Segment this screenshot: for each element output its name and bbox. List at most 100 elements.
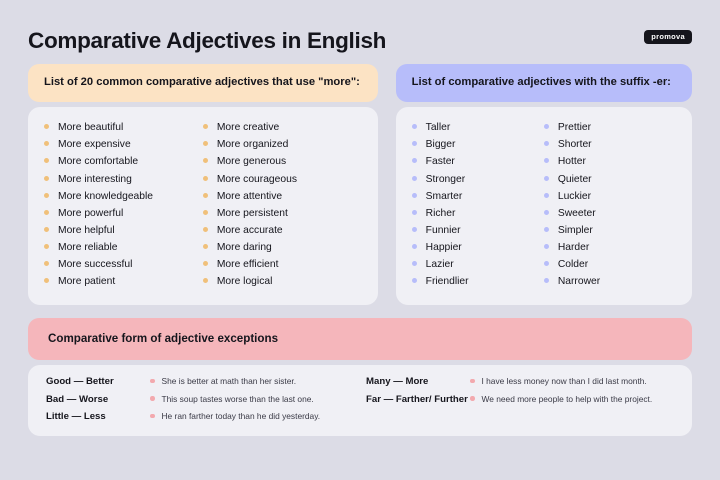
list-item: Stronger [411, 171, 544, 188]
list-item: More interesting [44, 171, 203, 188]
list-item: More courageous [202, 171, 362, 188]
exceptions-body: Good — Better She is better at math than… [28, 365, 692, 437]
bullet-icon [411, 260, 417, 266]
list-item: More knowledgeable [44, 188, 203, 205]
bullet-icon [44, 124, 49, 130]
list-item-label: More expensive [58, 139, 131, 151]
list-item: Hotter [543, 154, 676, 171]
list-item-label: More powerful [58, 207, 124, 219]
bullet-icon [44, 278, 49, 283]
bullet-icon [411, 226, 417, 232]
list-item: Smarter [411, 188, 544, 205]
bullet-icon [543, 175, 549, 181]
list-item-label: Colder [557, 258, 589, 270]
bullet-icon [44, 226, 49, 232]
bullet-icon [44, 175, 49, 181]
bullet-icon [543, 260, 549, 266]
list-item: Prettier [543, 120, 676, 137]
list-item-label: More knowledgeable [58, 190, 154, 202]
list-item-label: More attentive [216, 190, 283, 202]
bullet-icon [411, 192, 417, 198]
er-column-1: Taller Bigger Faster Stronger Smarter Ri… [411, 120, 544, 291]
bullet-icon [44, 209, 49, 215]
list-item-label: More patient [58, 276, 116, 287]
er-card-columns: Taller Bigger Faster Stronger Smarter Ri… [411, 120, 676, 291]
more-card-columns: More beautiful More expensive More comfo… [44, 120, 362, 291]
list-item: More beautiful [44, 120, 203, 137]
bullet-icon [44, 260, 49, 266]
more-adjectives-card: List of 20 common comparative adjectives… [28, 64, 378, 305]
more-column-2: More creative More organized More genero… [202, 120, 362, 291]
list-item-label: Shorter [557, 139, 592, 151]
list-item-label: More generous [216, 156, 287, 168]
list-item: More creative [202, 120, 362, 137]
bullet-icon [150, 396, 155, 401]
bullet-icon [470, 378, 475, 384]
bullet-icon [150, 413, 155, 419]
list-item: Quieter [543, 171, 676, 188]
list-item-label: Simpler [557, 224, 593, 236]
list-item: Friendlier [411, 274, 544, 291]
list-item-label: More successful [58, 258, 133, 270]
list-item: Shorter [543, 137, 676, 154]
list-item: More comfortable [44, 154, 203, 171]
list-item: Bigger [411, 137, 544, 154]
list-item-label: More accurate [216, 224, 283, 236]
list-item-label: More creative [216, 122, 280, 134]
list-item: Happier [411, 239, 544, 256]
list-item-label: More daring [216, 241, 272, 253]
bullet-icon [44, 192, 49, 198]
list-item: More patient [44, 274, 203, 291]
exception-row: Little — Less He ran farther today than … [46, 411, 360, 424]
exception-term: Little — Less [46, 411, 106, 423]
bullet-icon [202, 260, 208, 266]
more-column-1: More beautiful More expensive More comfo… [44, 120, 203, 291]
exception-example-text: We need more people to help with the pro… [481, 393, 653, 404]
list-item-label: Smarter [425, 190, 463, 202]
bullet-icon [411, 243, 417, 249]
bullet-icon [411, 158, 417, 164]
er-column-2: Prettier Shorter Hotter Quieter Luckier … [543, 120, 676, 291]
promova-logo: promova [644, 30, 692, 44]
list-item: Taller [411, 120, 544, 137]
list-item: Funnier [411, 222, 544, 239]
bullet-icon [543, 158, 549, 164]
exception-term: Far — Farther/ Further [366, 393, 468, 405]
exception-term: Good — Better [46, 376, 114, 388]
exceptions-column-2: Many — More I have less money now than I… [360, 376, 674, 424]
list-item-label: Hotter [557, 156, 586, 168]
bullet-icon [470, 396, 475, 401]
list-item-label: More helpful [58, 224, 115, 236]
list-item: More persistent [202, 205, 362, 222]
bullet-icon [202, 278, 208, 283]
bullet-icon [202, 192, 208, 198]
bullet-icon [411, 124, 417, 130]
bullet-icon [44, 158, 49, 164]
list-item: More reliable [44, 239, 203, 256]
exception-example-text: I have less money now than I did last mo… [481, 376, 647, 387]
bullet-icon [543, 192, 549, 198]
exception-example-text: He ran farther today than he did yesterd… [161, 411, 321, 422]
page-title: Comparative Adjectives in English [28, 28, 387, 53]
list-item: More helpful [44, 222, 203, 239]
list-item-label: Happier [425, 241, 462, 253]
bullet-icon [543, 243, 549, 249]
list-item: Simpler [543, 222, 676, 239]
list-item: More logical [202, 274, 362, 291]
bullet-icon [202, 226, 208, 232]
bullet-icon [543, 278, 549, 283]
list-item-label: More courageous [216, 173, 297, 185]
list-item-label: More interesting [58, 173, 132, 185]
list-item-label: Richer [425, 207, 456, 219]
bullet-icon [202, 175, 208, 181]
bullet-icon [202, 209, 208, 215]
list-item-label: Faster [425, 156, 455, 168]
more-card-body: More beautiful More expensive More comfo… [28, 106, 378, 305]
exception-term: Many — More [366, 376, 429, 388]
list-item: More organized [202, 137, 362, 154]
exception-example: I have less money now than I did last mo… [470, 376, 647, 387]
list-item: Harder [543, 239, 676, 256]
exceptions-column-1: Good — Better She is better at math than… [46, 376, 360, 424]
list-item-label: More beautiful [58, 122, 124, 134]
